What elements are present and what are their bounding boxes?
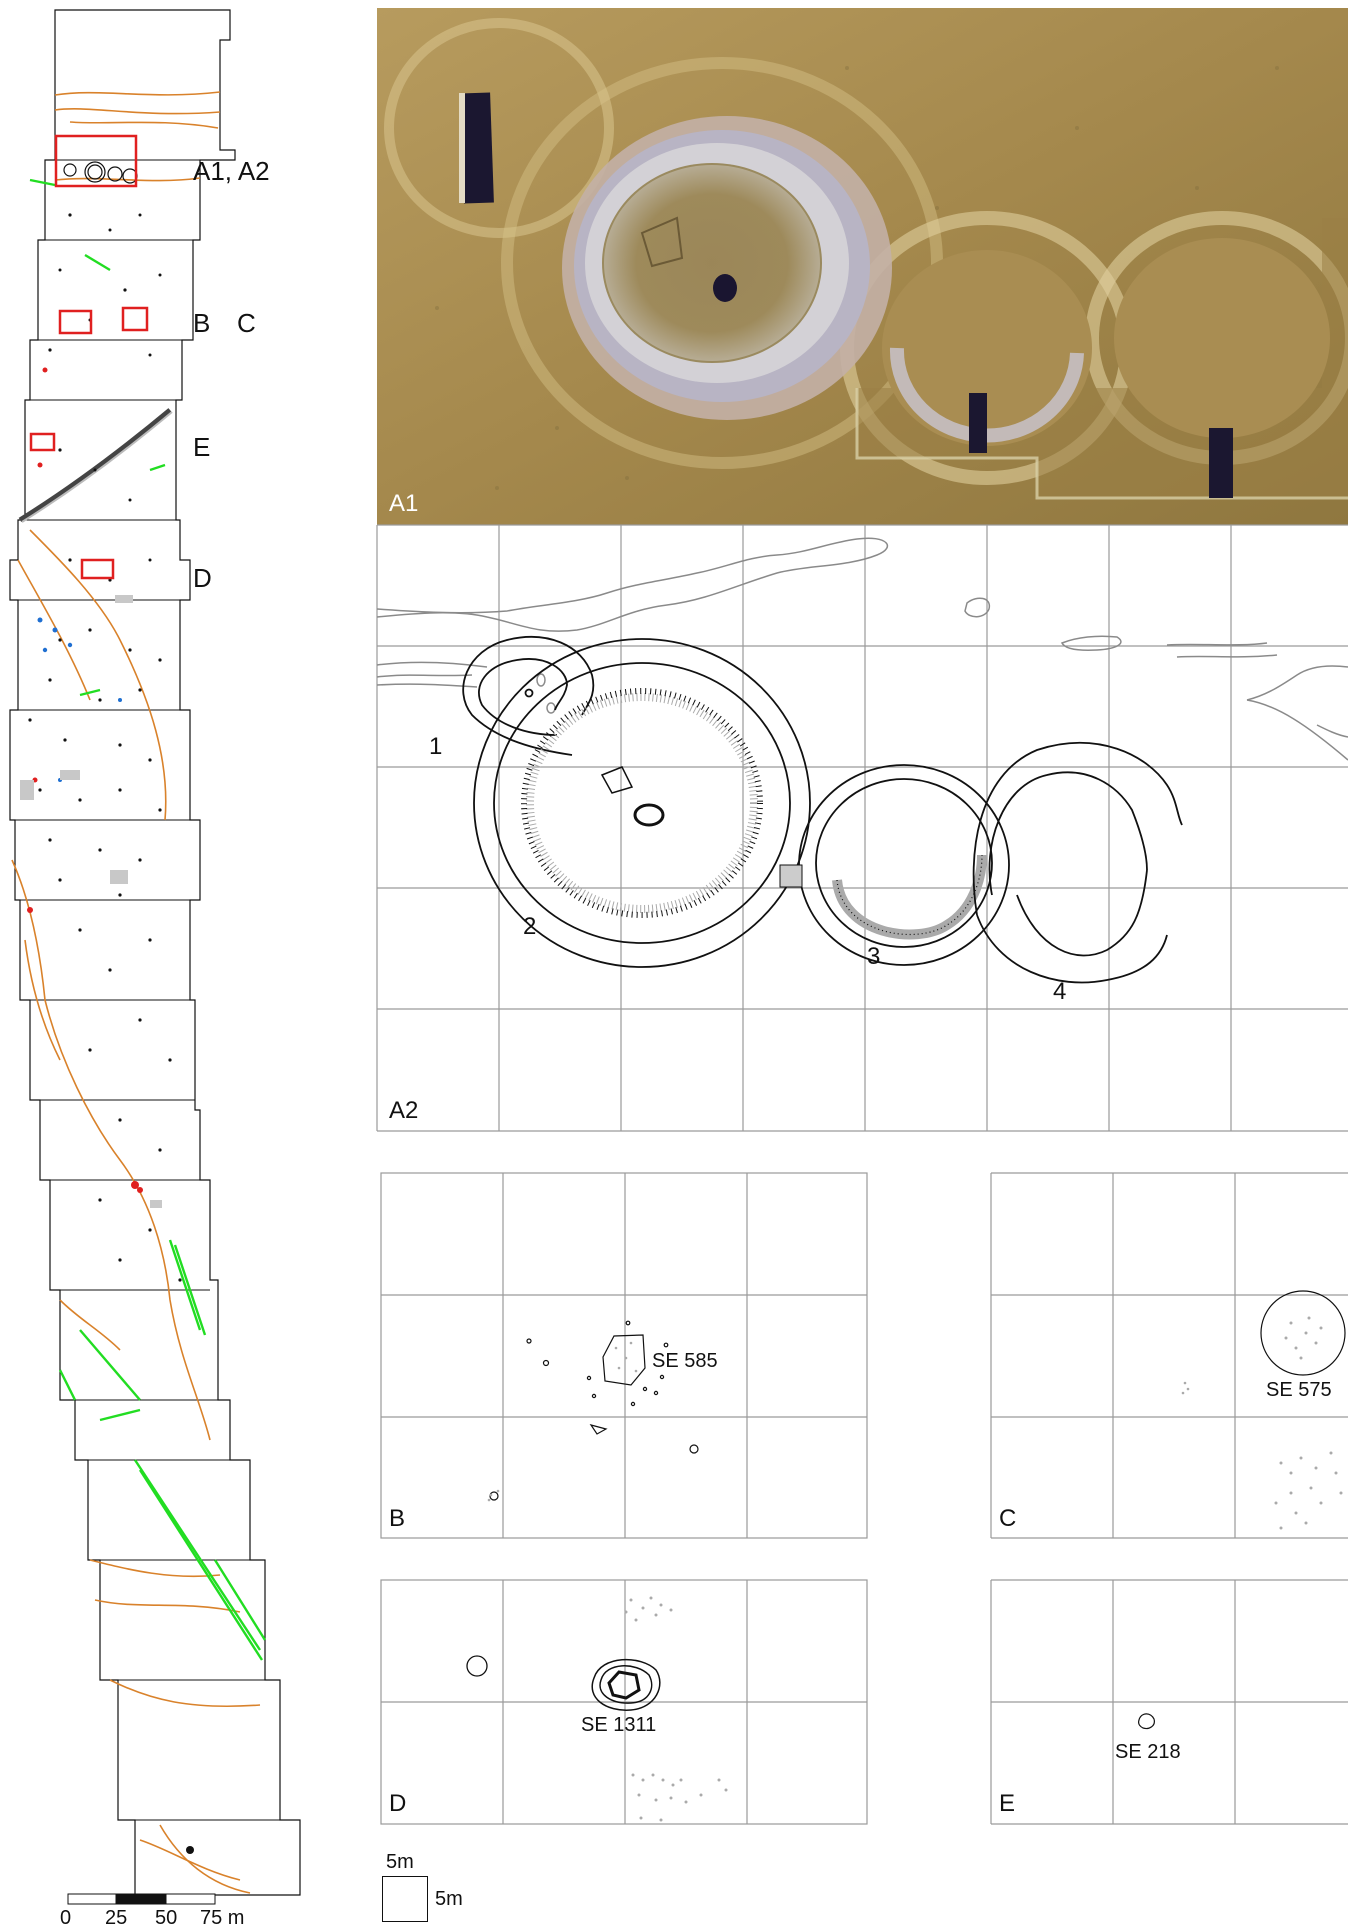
se-218-pit: [1138, 1713, 1155, 1730]
aerial-photo-drawing: [377, 8, 1348, 525]
panel-b: SE 585 B: [380, 1172, 869, 1540]
highlight-box-a: [54, 134, 138, 188]
highlight-box-b: [58, 309, 93, 335]
natural-feature-outlines: [376, 537, 1348, 761]
se-218-label: SE 218: [1115, 1741, 1181, 1763]
feature-label-4: 4: [1053, 978, 1067, 1005]
paleochannel-lines: [11, 91, 261, 1894]
grid-scale-legend: 5m 5m: [379, 1852, 499, 1929]
se-1311-label: SE 1311: [581, 1714, 657, 1736]
panel-b-features: [489, 1320, 699, 1501]
blue-features: [37, 617, 122, 782]
linear-features: [29, 178, 267, 1661]
panel-e-grid: [990, 1579, 1348, 1825]
panel-d: SE 1311 D: [380, 1579, 869, 1827]
overview-label-a: A1, A2: [193, 156, 270, 186]
panel-b-label: B: [389, 1505, 406, 1532]
scale-tick-0: 0: [60, 1907, 72, 1929]
overview-label-b: B: [193, 308, 211, 338]
overview-label-c: C: [237, 308, 256, 338]
feature-label-3: 3: [867, 943, 881, 970]
se-575-pit: [1260, 1290, 1346, 1376]
panel-d-pit: [466, 1655, 488, 1677]
panel-d-grid: [380, 1579, 868, 1825]
ring-ditch-1: [462, 636, 595, 756]
panel-b-grey-dots: [487, 1341, 638, 1502]
ring-ditch-4: [972, 741, 1183, 984]
scale-bar: [67, 1893, 216, 1905]
feature-label-1: 1: [429, 733, 443, 760]
panel-b-drawing: [380, 1172, 868, 1539]
panel-e-drawing: [990, 1579, 1348, 1825]
se-1311-kiln: [591, 1658, 661, 1711]
strip-outline: [9, 9, 301, 1896]
panel-e: SE 218 E: [990, 1579, 1348, 1827]
scale-tick-75: 75 m: [200, 1907, 245, 1929]
scale-tick-25: 25: [105, 1907, 128, 1929]
plan-a2-drawing: [376, 524, 1348, 1132]
panel-d-label: D: [389, 1790, 407, 1817]
highlight-box-e: [29, 432, 56, 452]
panel-c-label: C: [999, 1505, 1017, 1532]
se-585-label: SE 585: [652, 1350, 718, 1372]
aerial-photo: A1: [377, 8, 1348, 525]
overview-label-e: E: [193, 432, 211, 462]
red-features: [27, 367, 143, 1193]
ring-ditch-2: [473, 638, 811, 968]
plan-a2: 1 2 3 4 A2: [376, 524, 1348, 1135]
se-575-label: SE 575: [1266, 1379, 1332, 1401]
overview-strip: A1, A2 B C E D 0 25 50 75 m: [0, 0, 360, 1929]
grid-scale-square: [382, 1876, 428, 1922]
panel-c-grid: [990, 1172, 1348, 1539]
panel-c-drawing: [990, 1172, 1348, 1539]
overview-map: [9, 9, 301, 1905]
diagonal-ditch: [18, 408, 172, 523]
panel-c: SE 575 C: [990, 1172, 1348, 1540]
panel-e-label: E: [999, 1790, 1016, 1817]
plan-a2-grid: [376, 524, 1348, 1132]
plan-a2-label: A2: [389, 1097, 419, 1124]
grid-scale-side-label: 5m: [435, 1888, 463, 1910]
panel-b-grid: [380, 1172, 868, 1539]
pit-features: [28, 213, 194, 1854]
ring-ditch-3: [779, 764, 1010, 966]
highlight-box-d: [80, 558, 115, 580]
panel-c-grey-dots: [1181, 1316, 1343, 1530]
ring-ditch-cluster: [63, 161, 138, 184]
photo-label: A1: [389, 490, 419, 517]
feature-label-2: 2: [523, 913, 537, 940]
panel-d-drawing: [380, 1579, 868, 1825]
scale-tick-50: 50: [155, 1907, 178, 1929]
highlight-box-c: [121, 306, 149, 332]
panel-d-grey-dots: [624, 1596, 728, 1822]
grid-scale-top-label: 5m: [386, 1851, 414, 1873]
overview-label-d: D: [193, 563, 212, 593]
grey-spread: [20, 595, 162, 1208]
